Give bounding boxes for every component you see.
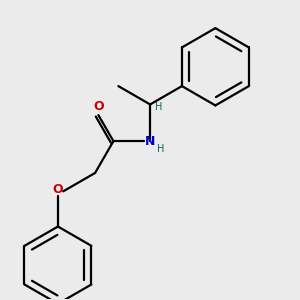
Text: H: H <box>154 102 162 112</box>
Text: H: H <box>157 145 164 154</box>
Text: N: N <box>145 135 155 148</box>
Text: O: O <box>93 100 104 113</box>
Text: O: O <box>52 183 63 196</box>
